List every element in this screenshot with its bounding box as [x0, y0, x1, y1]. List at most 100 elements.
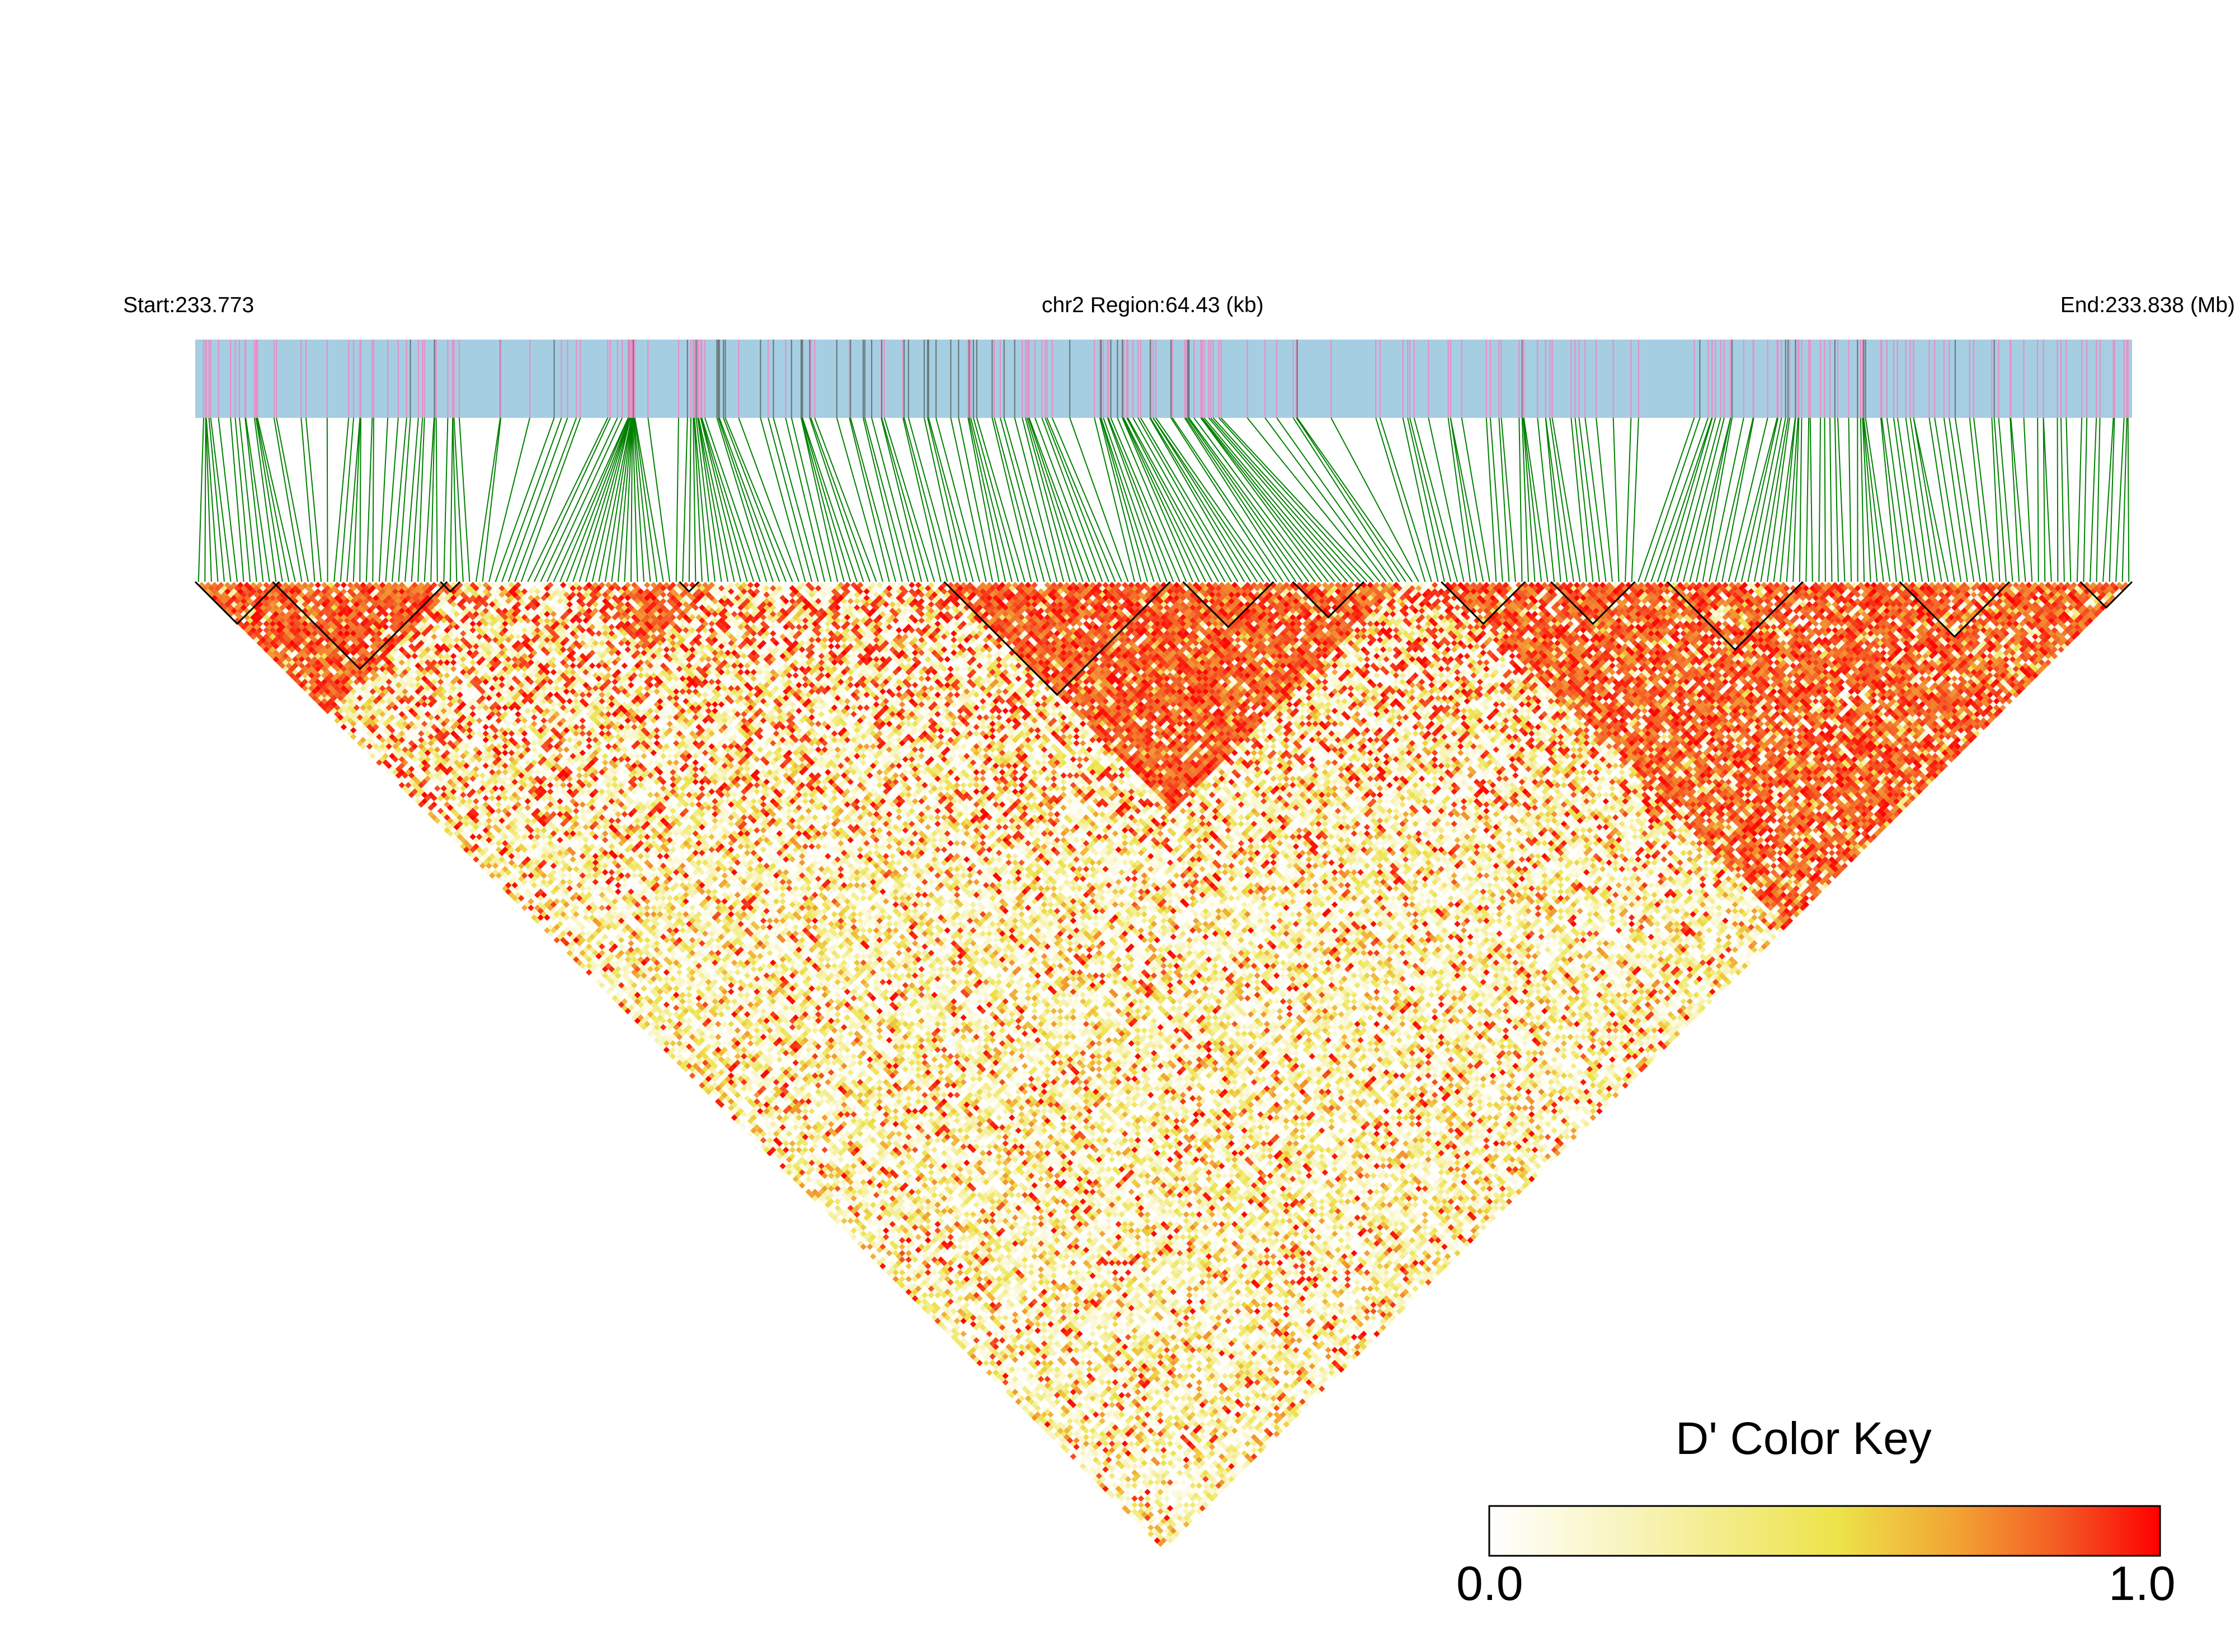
snp-connector: [341, 418, 354, 582]
snp-connector: [379, 418, 388, 582]
snp-connector: [1025, 418, 1070, 582]
snp-connector: [453, 418, 457, 582]
snp-connector: [1613, 418, 1619, 582]
snp-connector: [1462, 418, 1490, 582]
snp-connector: [1211, 418, 1354, 582]
snp-connector: [676, 418, 679, 582]
snp-connector: [634, 418, 657, 582]
snp-connector: [1486, 418, 1497, 582]
snp-connector: [1690, 418, 1731, 582]
snp-connector: [815, 418, 876, 582]
snp-connector: [1523, 418, 1541, 582]
snp-connector: [444, 418, 448, 582]
snp-connector: [206, 418, 211, 582]
snp-connector: [1585, 418, 1606, 582]
snp-connector: [696, 418, 715, 582]
ld-cell-group: [199, 582, 2129, 1550]
snp-connector: [1028, 418, 1083, 582]
snp-connector: [1949, 418, 1974, 582]
snp-connector: [1408, 418, 1444, 582]
snp-connector: [450, 418, 453, 582]
snp-connector: [1894, 418, 1916, 582]
snp-connector: [405, 418, 418, 582]
snp-connector: [689, 418, 691, 582]
snp-connector: [360, 418, 361, 582]
snp-connector: [199, 418, 204, 582]
snp-connector: [1696, 418, 1730, 582]
snp-connector: [1754, 418, 1786, 582]
snp-connector: [1830, 418, 1832, 582]
snp-connector: [2090, 418, 2096, 582]
snp-connector: [476, 418, 500, 582]
snp-connector: [699, 418, 735, 582]
snp-connector: [347, 418, 360, 582]
snp-connector: [1835, 418, 1838, 582]
snp-connector: [1645, 418, 1700, 582]
snp-connector: [483, 418, 501, 582]
snp-connector: [2066, 418, 2071, 582]
snp-connector: [385, 418, 398, 582]
snp-connector: [1838, 418, 1845, 582]
snp-connector: [528, 418, 608, 582]
snp-connector: [1265, 418, 1386, 582]
snp-connector: [1537, 418, 1554, 582]
snp-connector: [366, 418, 372, 582]
snp-connector: [1703, 418, 1732, 582]
snp-connector: [459, 418, 470, 582]
snp-connector: [436, 418, 437, 582]
snp-connector: [719, 418, 780, 582]
snp-connector: [1848, 418, 1851, 582]
snp-connector: [1651, 418, 1708, 582]
snp-connector: [1428, 418, 1464, 582]
snp-connector: [1204, 418, 1341, 582]
snp-connector: [1806, 418, 1809, 582]
snp-connector: [1887, 418, 1909, 582]
snp-connector: [1810, 418, 1813, 582]
snp-connector: [521, 418, 581, 582]
snp-connector: [327, 418, 328, 582]
snp-connector: [1451, 418, 1477, 582]
snp-connector: [2128, 418, 2129, 582]
snp-connector: [801, 418, 844, 582]
snp-connector: [1027, 418, 1076, 582]
snp-connector: [2061, 418, 2064, 582]
snp-connector: [1094, 418, 1135, 582]
snp-connector: [2077, 418, 2082, 582]
snp-connector: [1189, 418, 1309, 582]
snp-connector: [2083, 418, 2087, 582]
snp-connector: [1881, 418, 1897, 582]
snp-connector: [1819, 418, 1820, 582]
snp-connector: [334, 418, 349, 582]
snp-connector: [1910, 418, 1935, 582]
snp-connector: [884, 418, 935, 582]
snp-connector: [802, 418, 857, 582]
snp-connector: [454, 418, 463, 582]
snp-connector: [354, 418, 360, 582]
snp-connector: [1800, 418, 1802, 582]
snp-connector: [1632, 418, 1639, 582]
snp-connector: [2024, 418, 2032, 582]
snp-connector: [1664, 418, 1712, 582]
snp-connector: [951, 418, 986, 582]
snp-connector: [1970, 418, 1987, 582]
snp-connector: [1824, 418, 1825, 582]
snp-connector: [1519, 418, 1522, 582]
snp-connector: [1501, 418, 1515, 582]
snp-connector: [1671, 418, 1715, 582]
snp-connector: [2097, 418, 2100, 582]
snp-connector: [553, 418, 628, 582]
snp-connector: [971, 418, 1012, 582]
snp-connector: [1579, 418, 1599, 582]
snp-connector: [373, 418, 374, 582]
snp-connector: [1133, 418, 1225, 582]
snp-connector: [1248, 418, 1380, 582]
snp-connector: [257, 418, 295, 582]
snp-connector: [1124, 418, 1206, 582]
snp-track: [195, 340, 2132, 418]
snp-connector: [1863, 418, 1877, 582]
snp-connector: [1625, 418, 1631, 582]
snp-connector: [586, 418, 630, 582]
snp-connector: [1596, 418, 1612, 582]
